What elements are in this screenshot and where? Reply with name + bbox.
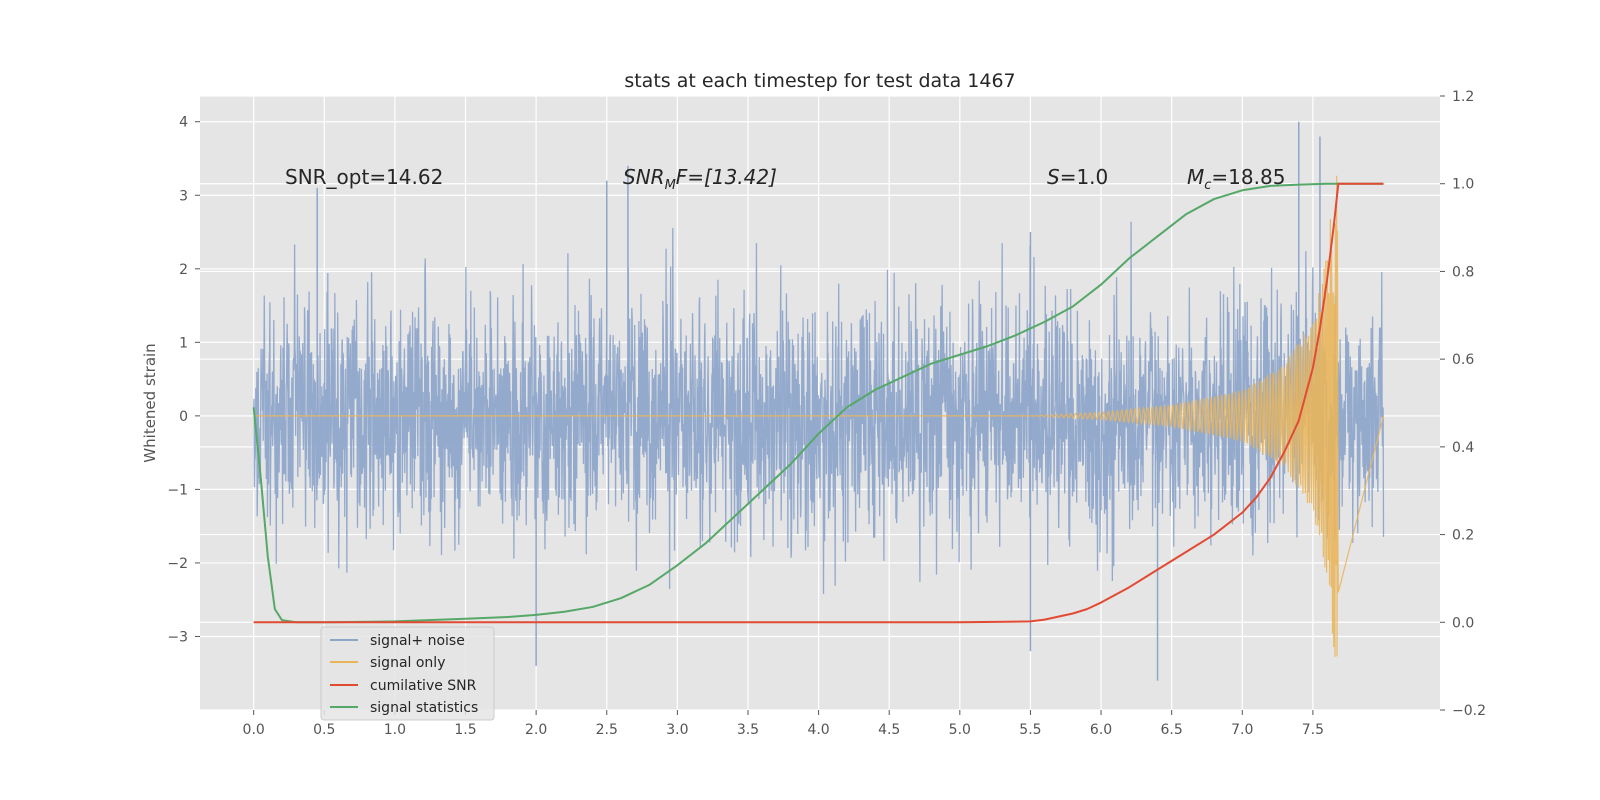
legend: signal+ noise signal only cumilative SNR… — [320, 626, 495, 721]
annotation-mc: Mc=18.85 — [1187, 165, 1285, 193]
x-tick-label: 1.5 — [454, 722, 476, 738]
x-tick-label: 3.5 — [737, 722, 759, 738]
y-tick-label-left: 2 — [179, 262, 188, 278]
annotation-s-rest: =1.0 — [1060, 165, 1109, 189]
annotation-s-italic: S — [1047, 165, 1060, 189]
x-tick-label: 4.0 — [807, 722, 829, 738]
x-tick-label: 2.0 — [525, 722, 547, 738]
chart-title: stats at each timestep for test data 146… — [624, 70, 1015, 92]
y-tick-label-right: 1.0 — [1452, 177, 1474, 193]
annotation-mc-rest: =18.85 — [1211, 165, 1285, 189]
x-tick-label: 5.0 — [949, 722, 971, 738]
y-tick-label-right: 0.8 — [1452, 264, 1474, 280]
y-tick-label-right: 0.6 — [1452, 352, 1474, 368]
annotation-mc-sub: c — [1204, 178, 1211, 193]
annotation-snr-mf-main: SNR — [623, 165, 665, 189]
signal-only-line — [253, 175, 1385, 657]
x-tick-label: 5.5 — [1019, 722, 1041, 738]
annotation-mc-main: M — [1187, 165, 1204, 189]
y-tick-label-right: −0.2 — [1452, 703, 1486, 719]
x-tick-label: 4.5 — [878, 722, 900, 738]
cumilative-snr-line — [253, 182, 1384, 624]
legend-label-signal-only: signal only — [370, 655, 445, 671]
annotation-snr-opt: SNR_opt=14.62 — [285, 165, 443, 189]
y-tick-label-left: 3 — [179, 188, 188, 204]
y-tick-label-right: 0.4 — [1452, 440, 1474, 456]
ticks: 0.0 0.5 1.0 1.5 2.0 2.5 3.0 3.5 4.0 4.5 5.0 5.5 6.0 6… — [167, 89, 1486, 738]
annotation-s: S=1.0 — [1047, 165, 1108, 189]
y-tick-label-left: −1 — [167, 482, 188, 498]
y-tick-label-left: −2 — [167, 556, 188, 572]
annotation-snr-mf: SNRMF=[13.42] — [623, 165, 777, 193]
y-tick-label-left: −3 — [167, 629, 188, 645]
series-right-axis-lines — [252, 182, 1384, 624]
x-tick-label: 0.5 — [313, 722, 335, 738]
y-tick-label-left: 0 — [179, 409, 188, 425]
annotation-snr-mf-sub: M — [665, 178, 676, 193]
y-axis-label: Whitened strain — [141, 343, 159, 462]
y-tick-label-right: 0.0 — [1452, 615, 1474, 631]
y-tick-label-left: 4 — [179, 115, 188, 131]
x-tick-label: 7.5 — [1302, 722, 1324, 738]
x-tick-label: 0.0 — [243, 722, 265, 738]
y-tick-label-left: 1 — [179, 335, 188, 351]
y-tick-label-right: 0.2 — [1452, 528, 1474, 544]
x-tick-label: 6.5 — [1161, 722, 1183, 738]
annotation-snr-mf-rest: F=[13.42] — [676, 165, 777, 189]
x-tick-label: 7.0 — [1231, 722, 1253, 738]
x-tick-label: 3.0 — [666, 722, 688, 738]
series-signal-only — [253, 175, 1385, 657]
x-tick-label: 1.0 — [384, 722, 406, 738]
y-tick-label-right: 1.2 — [1452, 89, 1474, 105]
x-tick-label: 6.0 — [1090, 722, 1112, 738]
legend-label-signal-noise: signal+ noise — [370, 633, 465, 649]
legend-label-cumilative-snr: cumilative SNR — [370, 678, 477, 694]
x-tick-label: 2.5 — [596, 722, 618, 738]
legend-label-signal-statistics: signal statistics — [370, 700, 478, 716]
legend-frame — [320, 626, 495, 721]
